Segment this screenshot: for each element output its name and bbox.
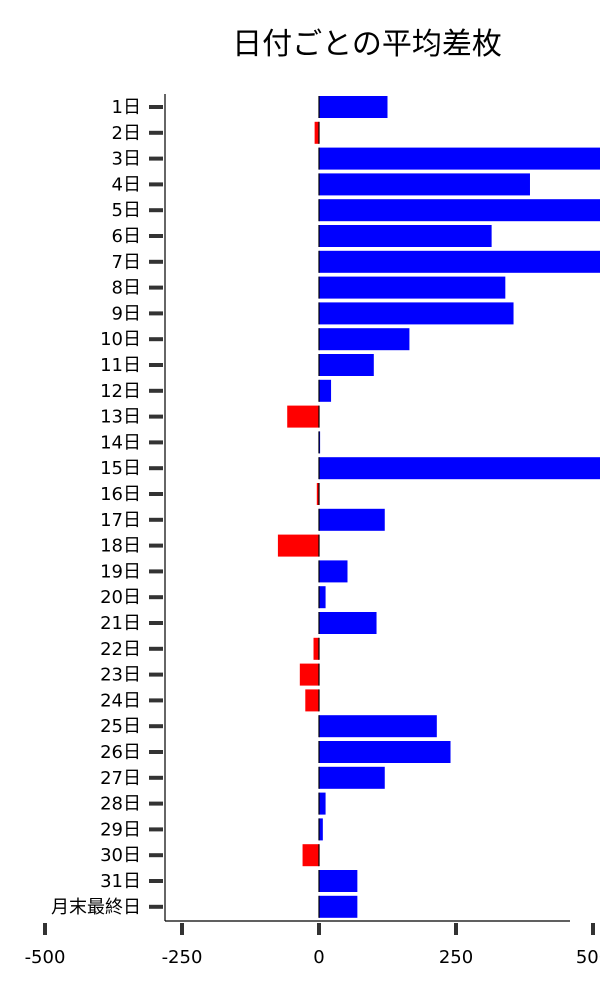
- y-tick-label-5: 5日: [112, 200, 141, 221]
- x-tick-label-3: 0: [313, 947, 324, 968]
- y-tick-label-2: 2日: [112, 123, 141, 144]
- y-tick-label-1: 1日: [112, 97, 141, 118]
- bar-11: [319, 354, 374, 376]
- y-tick-label-18: 18日: [100, 536, 141, 557]
- y-tick-label-7: 7日: [112, 252, 141, 273]
- bar-18: [277, 534, 319, 557]
- y-tick-label-28: 28日: [100, 794, 141, 815]
- bar-1: [319, 96, 388, 118]
- bar-27: [319, 766, 385, 789]
- x-tick-label-5: 500: [576, 947, 600, 968]
- y-tick-label-11: 11日: [100, 355, 141, 376]
- bar-3: [319, 147, 600, 170]
- y-tick-label-32: 月末最終日: [51, 897, 141, 918]
- bar-22: [313, 637, 319, 660]
- y-tick-label-9: 9日: [112, 303, 141, 324]
- bar-16: [316, 483, 319, 505]
- bar-6: [319, 225, 492, 247]
- y-tick-label-3: 3日: [112, 149, 141, 170]
- bar-17: [319, 508, 385, 531]
- bar-10: [319, 328, 410, 351]
- bar-26: [319, 741, 451, 763]
- bar-21: [319, 612, 377, 634]
- bar-32: [319, 895, 358, 918]
- bar-2: [314, 121, 319, 144]
- y-tick-label-10: 10日: [100, 329, 141, 350]
- x-tick-label-1: -500: [25, 947, 66, 968]
- y-tick-label-27: 27日: [100, 768, 141, 789]
- y-tick-label-31: 31日: [100, 871, 141, 892]
- bar-28: [319, 792, 326, 815]
- chart-title: 日付ごとの平均差枚: [232, 27, 502, 62]
- bars-group: [277, 96, 600, 918]
- y-tick-label-29: 29日: [100, 819, 141, 840]
- y-tick-label-25: 25日: [100, 716, 141, 737]
- y-tick-label-15: 15日: [100, 458, 141, 479]
- bar-30: [302, 844, 319, 867]
- bar-19: [319, 560, 348, 583]
- y-tick-label-23: 23日: [100, 665, 141, 686]
- bar-7: [319, 250, 600, 273]
- bar-20: [319, 586, 326, 609]
- y-tick-label-12: 12日: [100, 381, 141, 402]
- x-tick-label-4: 250: [439, 947, 473, 968]
- y-tick-label-30: 30日: [100, 845, 141, 866]
- bar-25: [319, 715, 437, 738]
- y-tick-label-8: 8日: [112, 278, 141, 299]
- y-tick-label-21: 21日: [100, 613, 141, 634]
- bar-15: [319, 457, 600, 480]
- bar-5: [319, 199, 600, 222]
- bar-13: [287, 405, 319, 428]
- x-tick-label-2: -250: [162, 947, 203, 968]
- y-tick-label-20: 20日: [100, 587, 141, 608]
- y-tick-label-19: 19日: [100, 561, 141, 582]
- bar-12: [319, 379, 332, 402]
- x-axis: -500 -250 0 250 500: [25, 920, 600, 968]
- y-tick-label-16: 16日: [100, 484, 141, 505]
- y-tick-label-6: 6日: [112, 226, 141, 247]
- bar-23: [299, 663, 319, 686]
- bar-24: [305, 689, 319, 712]
- y-tick-label-22: 22日: [100, 639, 141, 660]
- y-axis: 1日 2日 3日 4日 5日 6日 7日 8日 9日 10日 11日 12日 13日 14日 15日 16日 1…: [51, 94, 166, 921]
- y-tick-label-26: 26日: [100, 742, 141, 763]
- y-tick-label-4: 4日: [112, 174, 141, 195]
- bar-9: [319, 302, 514, 325]
- y-tick-label-13: 13日: [100, 407, 141, 428]
- bar-8: [319, 276, 506, 299]
- bar-4: [319, 173, 530, 196]
- bar-29: [319, 818, 323, 841]
- y-tick-label-24: 24日: [100, 690, 141, 711]
- y-tick-label-14: 14日: [100, 432, 141, 453]
- y-tick-label-17: 17日: [100, 510, 141, 531]
- bar-31: [319, 870, 358, 892]
